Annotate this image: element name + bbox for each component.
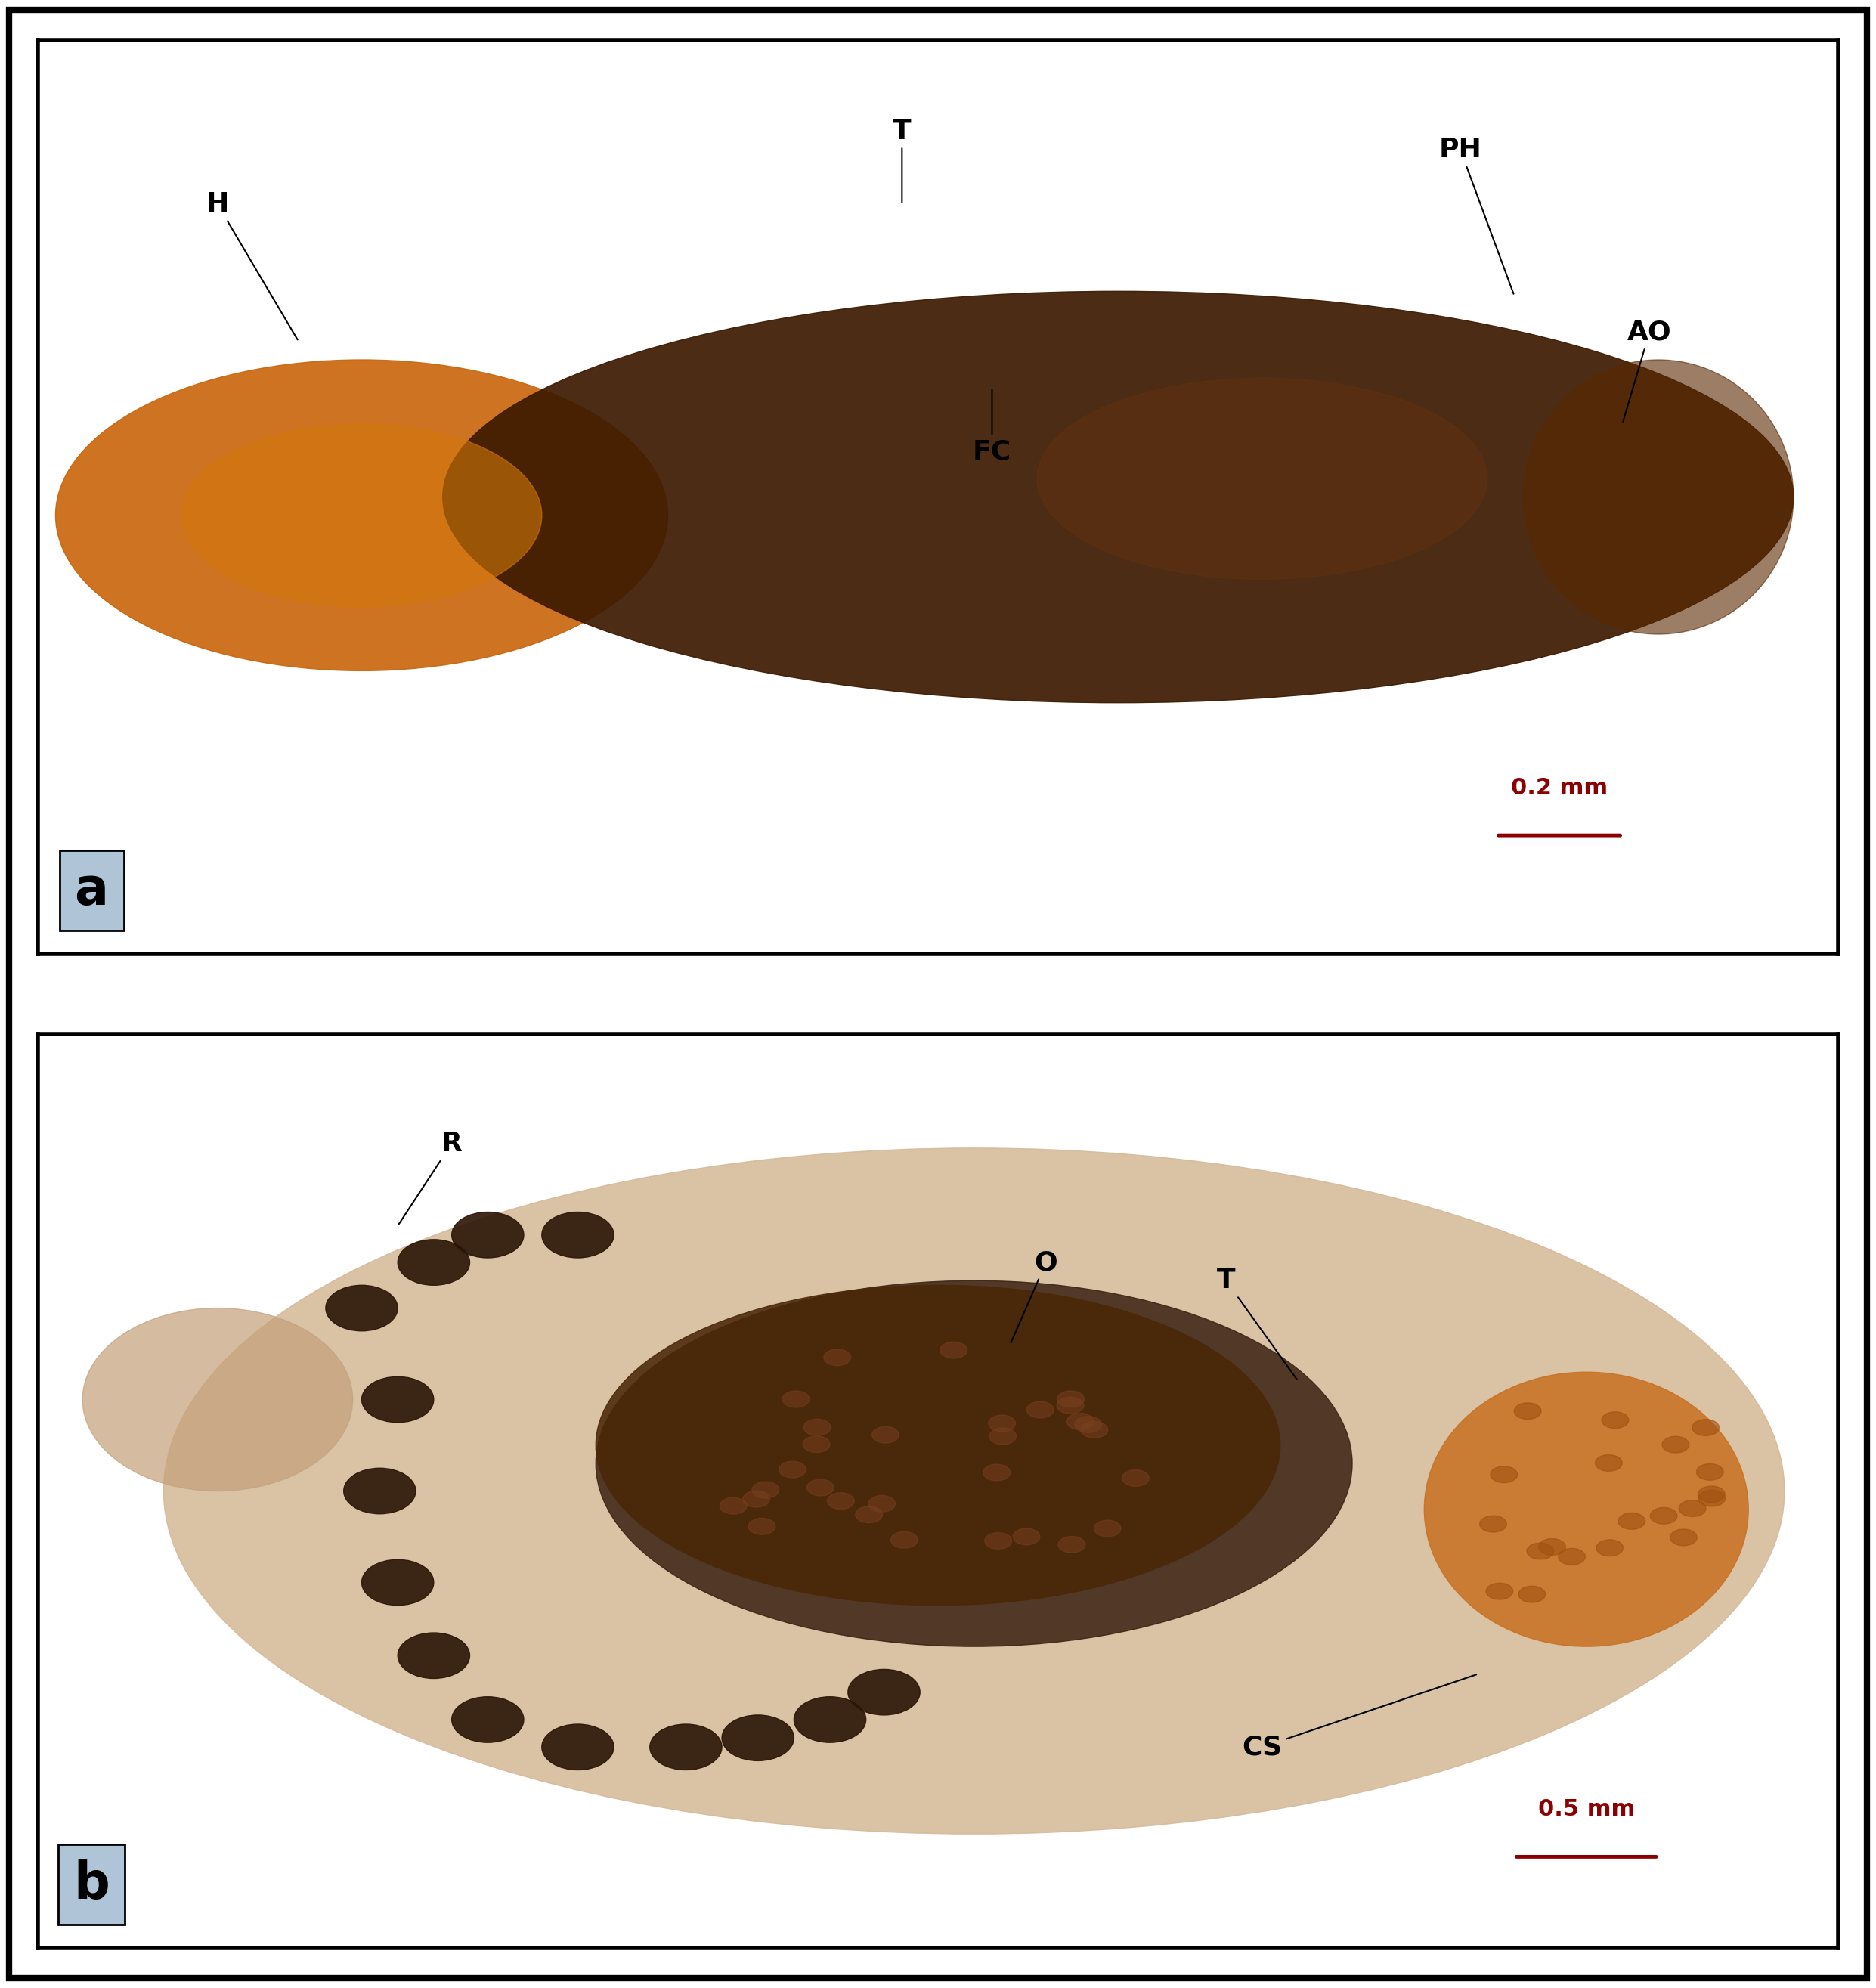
Ellipse shape (752, 1481, 779, 1499)
Ellipse shape (1094, 1521, 1122, 1537)
Ellipse shape (597, 1280, 1353, 1646)
Ellipse shape (872, 1427, 899, 1443)
Text: R: R (400, 1131, 461, 1225)
Ellipse shape (1523, 360, 1793, 634)
Ellipse shape (1670, 1529, 1698, 1545)
Ellipse shape (1026, 1402, 1054, 1417)
Ellipse shape (807, 1479, 835, 1495)
Ellipse shape (542, 1213, 613, 1258)
Ellipse shape (1696, 1463, 1724, 1481)
Text: T: T (893, 119, 912, 203)
Ellipse shape (794, 1696, 867, 1741)
Ellipse shape (1013, 1529, 1039, 1545)
Ellipse shape (1619, 1513, 1645, 1529)
Ellipse shape (1122, 1469, 1150, 1487)
Ellipse shape (803, 1419, 831, 1435)
Ellipse shape (1081, 1421, 1109, 1437)
Ellipse shape (163, 1147, 1784, 1833)
Ellipse shape (749, 1519, 775, 1535)
Ellipse shape (1698, 1487, 1726, 1503)
Ellipse shape (720, 1497, 747, 1515)
Ellipse shape (1538, 1539, 1566, 1555)
Ellipse shape (1058, 1537, 1084, 1553)
Ellipse shape (398, 1632, 469, 1678)
Ellipse shape (1056, 1398, 1084, 1413)
Ellipse shape (1480, 1515, 1506, 1533)
Ellipse shape (1595, 1455, 1623, 1471)
Ellipse shape (1602, 1411, 1628, 1427)
Ellipse shape (983, 1465, 1009, 1481)
Ellipse shape (989, 1427, 1017, 1445)
Ellipse shape (827, 1493, 854, 1509)
Text: T: T (1218, 1268, 1296, 1380)
Ellipse shape (362, 1376, 433, 1423)
Ellipse shape (1662, 1437, 1688, 1453)
Ellipse shape (891, 1531, 917, 1549)
Text: AO: AO (1623, 320, 1672, 421)
Circle shape (182, 423, 542, 606)
Ellipse shape (1527, 1543, 1553, 1559)
Ellipse shape (803, 1435, 829, 1453)
Ellipse shape (1486, 1582, 1514, 1600)
Ellipse shape (722, 1716, 794, 1761)
Ellipse shape (1067, 1413, 1094, 1429)
Text: 0.5 mm: 0.5 mm (1538, 1799, 1634, 1821)
Ellipse shape (1596, 1539, 1623, 1557)
Ellipse shape (452, 1696, 523, 1741)
Ellipse shape (1424, 1372, 1748, 1646)
Ellipse shape (597, 1284, 1279, 1606)
Ellipse shape (782, 1392, 809, 1408)
Text: H: H (206, 191, 298, 340)
Ellipse shape (985, 1533, 1011, 1549)
Text: 0.2 mm: 0.2 mm (1510, 777, 1608, 799)
Text: PH: PH (1439, 137, 1514, 294)
Ellipse shape (1490, 1467, 1518, 1483)
Ellipse shape (1651, 1507, 1677, 1525)
Ellipse shape (343, 1467, 416, 1515)
Ellipse shape (743, 1491, 769, 1507)
Ellipse shape (824, 1350, 852, 1366)
Ellipse shape (1075, 1415, 1101, 1433)
Ellipse shape (1514, 1404, 1542, 1419)
Text: O: O (1011, 1250, 1058, 1342)
Ellipse shape (362, 1559, 433, 1606)
Ellipse shape (83, 1308, 353, 1491)
Ellipse shape (779, 1461, 807, 1477)
Ellipse shape (1559, 1549, 1585, 1565)
Ellipse shape (326, 1284, 398, 1332)
Text: CS: CS (1242, 1674, 1476, 1759)
Ellipse shape (989, 1415, 1015, 1431)
Ellipse shape (1518, 1586, 1546, 1602)
Text: b: b (73, 1859, 109, 1908)
Ellipse shape (398, 1241, 469, 1284)
Ellipse shape (1679, 1501, 1705, 1517)
Ellipse shape (940, 1342, 968, 1358)
Ellipse shape (1698, 1489, 1726, 1507)
Text: a: a (75, 865, 109, 914)
Ellipse shape (649, 1724, 722, 1769)
Ellipse shape (443, 292, 1793, 704)
Ellipse shape (869, 1495, 895, 1513)
Ellipse shape (1692, 1419, 1718, 1435)
Ellipse shape (855, 1507, 882, 1523)
Ellipse shape (848, 1670, 919, 1716)
Ellipse shape (1058, 1392, 1084, 1408)
Ellipse shape (542, 1724, 613, 1769)
Ellipse shape (1037, 378, 1488, 579)
Circle shape (56, 360, 668, 670)
Text: FC: FC (974, 390, 1011, 463)
Ellipse shape (452, 1213, 523, 1258)
